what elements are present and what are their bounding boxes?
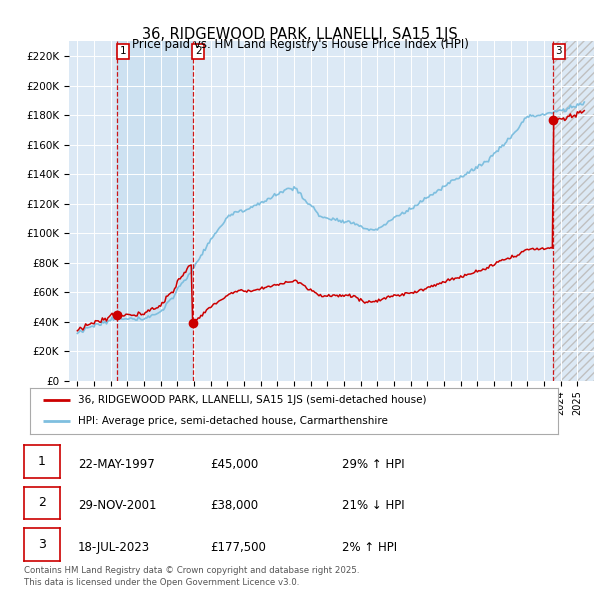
Text: 36, RIDGEWOOD PARK, LLANELLI, SA15 1JS: 36, RIDGEWOOD PARK, LLANELLI, SA15 1JS [142,27,458,41]
Text: £177,500: £177,500 [210,540,266,553]
Text: 2: 2 [38,496,46,509]
Text: 22-MAY-1997: 22-MAY-1997 [78,458,155,471]
Text: HPI: Average price, semi-detached house, Carmarthenshire: HPI: Average price, semi-detached house,… [77,416,388,426]
Text: 29% ↑ HPI: 29% ↑ HPI [342,458,404,471]
Text: £45,000: £45,000 [210,458,258,471]
Text: 18-JUL-2023: 18-JUL-2023 [78,540,150,553]
Bar [117,41,193,381]
Text: 36, RIDGEWOOD PARK, LLANELLI, SA15 1JS (semi-detached house): 36, RIDGEWOOD PARK, LLANELLI, SA15 1JS (… [77,395,426,405]
Text: 2: 2 [195,47,202,57]
Text: 29-NOV-2001: 29-NOV-2001 [78,499,157,512]
Bar [553,41,600,381]
Text: Price paid vs. HM Land Registry's House Price Index (HPI): Price paid vs. HM Land Registry's House … [131,38,469,51]
Bar [553,41,600,381]
Text: 2% ↑ HPI: 2% ↑ HPI [342,540,397,553]
Text: £38,000: £38,000 [210,499,258,512]
Text: 3: 3 [556,47,562,57]
Text: 1: 1 [38,455,46,468]
Text: 3: 3 [38,537,46,550]
Text: 1: 1 [119,47,126,57]
Text: Contains HM Land Registry data © Crown copyright and database right 2025.
This d: Contains HM Land Registry data © Crown c… [24,566,359,587]
Text: 21% ↓ HPI: 21% ↓ HPI [342,499,404,512]
